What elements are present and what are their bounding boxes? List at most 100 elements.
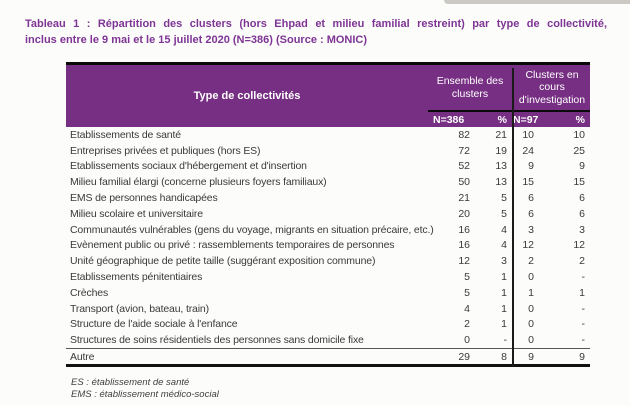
row-n-ensemble: 20 bbox=[458, 207, 470, 220]
row-pct-ensemble: 5 bbox=[501, 192, 507, 205]
table-title-line1: Tableau 1 : Répartition des clusters (ho… bbox=[25, 18, 607, 30]
subheader-pct-investigation: % bbox=[575, 113, 585, 126]
row-n-ensemble: 29 bbox=[458, 350, 470, 363]
footnotes: ES : établissement de santé EMS : établi… bbox=[71, 377, 219, 401]
subheader-row: N=386 % N=97 % bbox=[66, 112, 590, 127]
row-n-investigation: 15 bbox=[522, 176, 534, 189]
column-header-type-de-collectivites: Type de collectivités bbox=[193, 90, 301, 102]
row-n-ensemble: 50 bbox=[458, 176, 470, 189]
row-pct-investigation: - bbox=[581, 334, 586, 347]
table-row: Milieu scolaire et universitaire 20 5 6 … bbox=[66, 206, 590, 222]
row-n-ensemble: 72 bbox=[458, 144, 470, 157]
table-row: Transport (avion, bateau, train) 4 1 0 - bbox=[66, 301, 590, 317]
row-n-investigation: 1 bbox=[528, 286, 534, 299]
row-pct-investigation: 12 bbox=[573, 239, 585, 252]
row-n-investigation: 24 bbox=[522, 144, 534, 157]
table-row: Crèches 5 1 1 1 bbox=[66, 285, 590, 301]
row-label: Evènement public ou privé : rassemblemen… bbox=[70, 239, 395, 252]
row-n-investigation: 9 bbox=[528, 350, 534, 363]
row-label: Etablissements de santé bbox=[70, 128, 181, 141]
row-pct-ensemble: 8 bbox=[501, 350, 507, 363]
row-pct-ensemble: 4 bbox=[501, 223, 507, 236]
row-pct-investigation: 6 bbox=[579, 207, 585, 220]
row-pct-investigation: 1 bbox=[579, 286, 585, 299]
row-n-investigation: 12 bbox=[522, 239, 534, 252]
row-label: Crèches bbox=[70, 286, 109, 299]
row-pct-ensemble: 4 bbox=[501, 239, 507, 252]
row-pct-ensemble: - bbox=[503, 334, 508, 347]
row-label: Etablissements pénitentiaires bbox=[70, 271, 203, 284]
row-n-investigation: 10 bbox=[522, 128, 534, 141]
subheader-n97: N=97 bbox=[513, 113, 539, 126]
table-row: Milieu familial élargi (concerne plusieu… bbox=[66, 174, 590, 190]
row-pct-ensemble: 1 bbox=[501, 302, 507, 315]
row-n-ensemble: 5 bbox=[464, 286, 470, 299]
window-edge-fragment bbox=[444, 0, 630, 4]
row-n-ensemble: 5 bbox=[464, 271, 470, 284]
subheader-pct-ensemble: % bbox=[497, 113, 507, 126]
row-label: Autre bbox=[70, 350, 95, 363]
row-pct-ensemble: 13 bbox=[495, 176, 507, 189]
row-n-ensemble: 52 bbox=[458, 160, 470, 173]
group-header-underline bbox=[428, 110, 590, 112]
table-row: Etablissements sociaux d'hébergement et … bbox=[66, 159, 590, 175]
row-n-investigation: 0 bbox=[528, 318, 534, 331]
row-pct-ensemble: 19 bbox=[495, 144, 507, 157]
row-pct-investigation: 10 bbox=[573, 128, 585, 141]
row-pct-ensemble: 3 bbox=[501, 255, 507, 268]
row-pct-investigation: - bbox=[581, 318, 586, 331]
row-pct-investigation: - bbox=[581, 271, 586, 284]
row-label: Etablissements sociaux d'hébergement et … bbox=[70, 160, 307, 173]
table-header: Type de collectivités Ensemble des clust… bbox=[66, 65, 590, 127]
row-n-investigation: 6 bbox=[528, 192, 534, 205]
row-n-investigation: 2 bbox=[528, 255, 534, 268]
row-label: Entreprises privées et publiques (hors E… bbox=[70, 144, 261, 157]
row-n-ensemble: 16 bbox=[458, 223, 470, 236]
row-pct-ensemble: 1 bbox=[501, 318, 507, 331]
row-pct-investigation: 6 bbox=[579, 192, 585, 205]
row-n-investigation: 3 bbox=[528, 223, 534, 236]
table-row: Evènement public ou privé : rassemblemen… bbox=[66, 238, 590, 254]
row-n-ensemble: 0 bbox=[464, 334, 470, 347]
footnote-ems: EMS : établissement médico-social bbox=[71, 389, 219, 400]
row-pct-investigation: 25 bbox=[573, 144, 585, 157]
row-label: EMS de personnes handicapées bbox=[70, 192, 218, 205]
table-row: EMS de personnes handicapées 21 5 6 6 bbox=[66, 190, 590, 206]
table-row: Entreprises privées et publiques (hors E… bbox=[66, 143, 590, 159]
row-label: Milieu scolaire et universitaire bbox=[70, 207, 203, 220]
row-label: Unité géographique de petite taille (sug… bbox=[70, 255, 376, 268]
row-label: Structures de soins résidentiels des per… bbox=[70, 334, 364, 347]
table-row: Communautés vulnérables (gens du voyage,… bbox=[66, 222, 590, 238]
row-n-investigation: 0 bbox=[528, 334, 534, 347]
row-pct-investigation: 9 bbox=[579, 350, 585, 363]
row-pct-ensemble: 21 bbox=[495, 128, 507, 141]
row-n-ensemble: 21 bbox=[458, 192, 470, 205]
row-pct-investigation: 15 bbox=[573, 176, 585, 189]
row-label: Communautés vulnérables (gens du voyage,… bbox=[70, 223, 434, 236]
row-n-ensemble: 12 bbox=[458, 255, 470, 268]
row-pct-investigation: 2 bbox=[579, 255, 585, 268]
row-label: Structure de l'aide sociale à l'enfance bbox=[70, 318, 238, 331]
row-pct-ensemble: 5 bbox=[501, 207, 507, 220]
table-row: Unité géographique de petite taille (sug… bbox=[66, 253, 590, 269]
table-title: Tableau 1 : Répartition des clusters (ho… bbox=[25, 16, 607, 48]
table-row: Etablissements pénitentiaires 5 1 0 - bbox=[66, 269, 590, 285]
subheader-n386: N=386 bbox=[433, 113, 465, 126]
column-group-ensemble-clusters: Ensemble des clusters bbox=[436, 75, 504, 100]
row-n-ensemble: 2 bbox=[464, 318, 470, 331]
row-pct-ensemble: 1 bbox=[501, 271, 507, 284]
row-label: Milieu familial élargi (concerne plusieu… bbox=[70, 176, 327, 189]
row-pct-ensemble: 1 bbox=[501, 286, 507, 299]
table-row: Autre 29 8 9 9 bbox=[66, 348, 590, 364]
row-label: Transport (avion, bateau, train) bbox=[70, 302, 209, 315]
table-row: Etablissements de santé 82 21 10 10 bbox=[66, 127, 590, 143]
table-row: Structure de l'aide sociale à l'enfance … bbox=[66, 317, 590, 333]
row-pct-investigation: 3 bbox=[579, 223, 585, 236]
row-pct-investigation: - bbox=[581, 302, 586, 315]
row-n-investigation: 0 bbox=[528, 271, 534, 284]
column-divider-line bbox=[512, 68, 514, 367]
table-title-line2: inclus entre le 9 mai et le 15 juillet 2… bbox=[25, 34, 368, 46]
footnote-es: ES : établissement de santé bbox=[71, 377, 190, 388]
row-pct-ensemble: 13 bbox=[495, 160, 507, 173]
